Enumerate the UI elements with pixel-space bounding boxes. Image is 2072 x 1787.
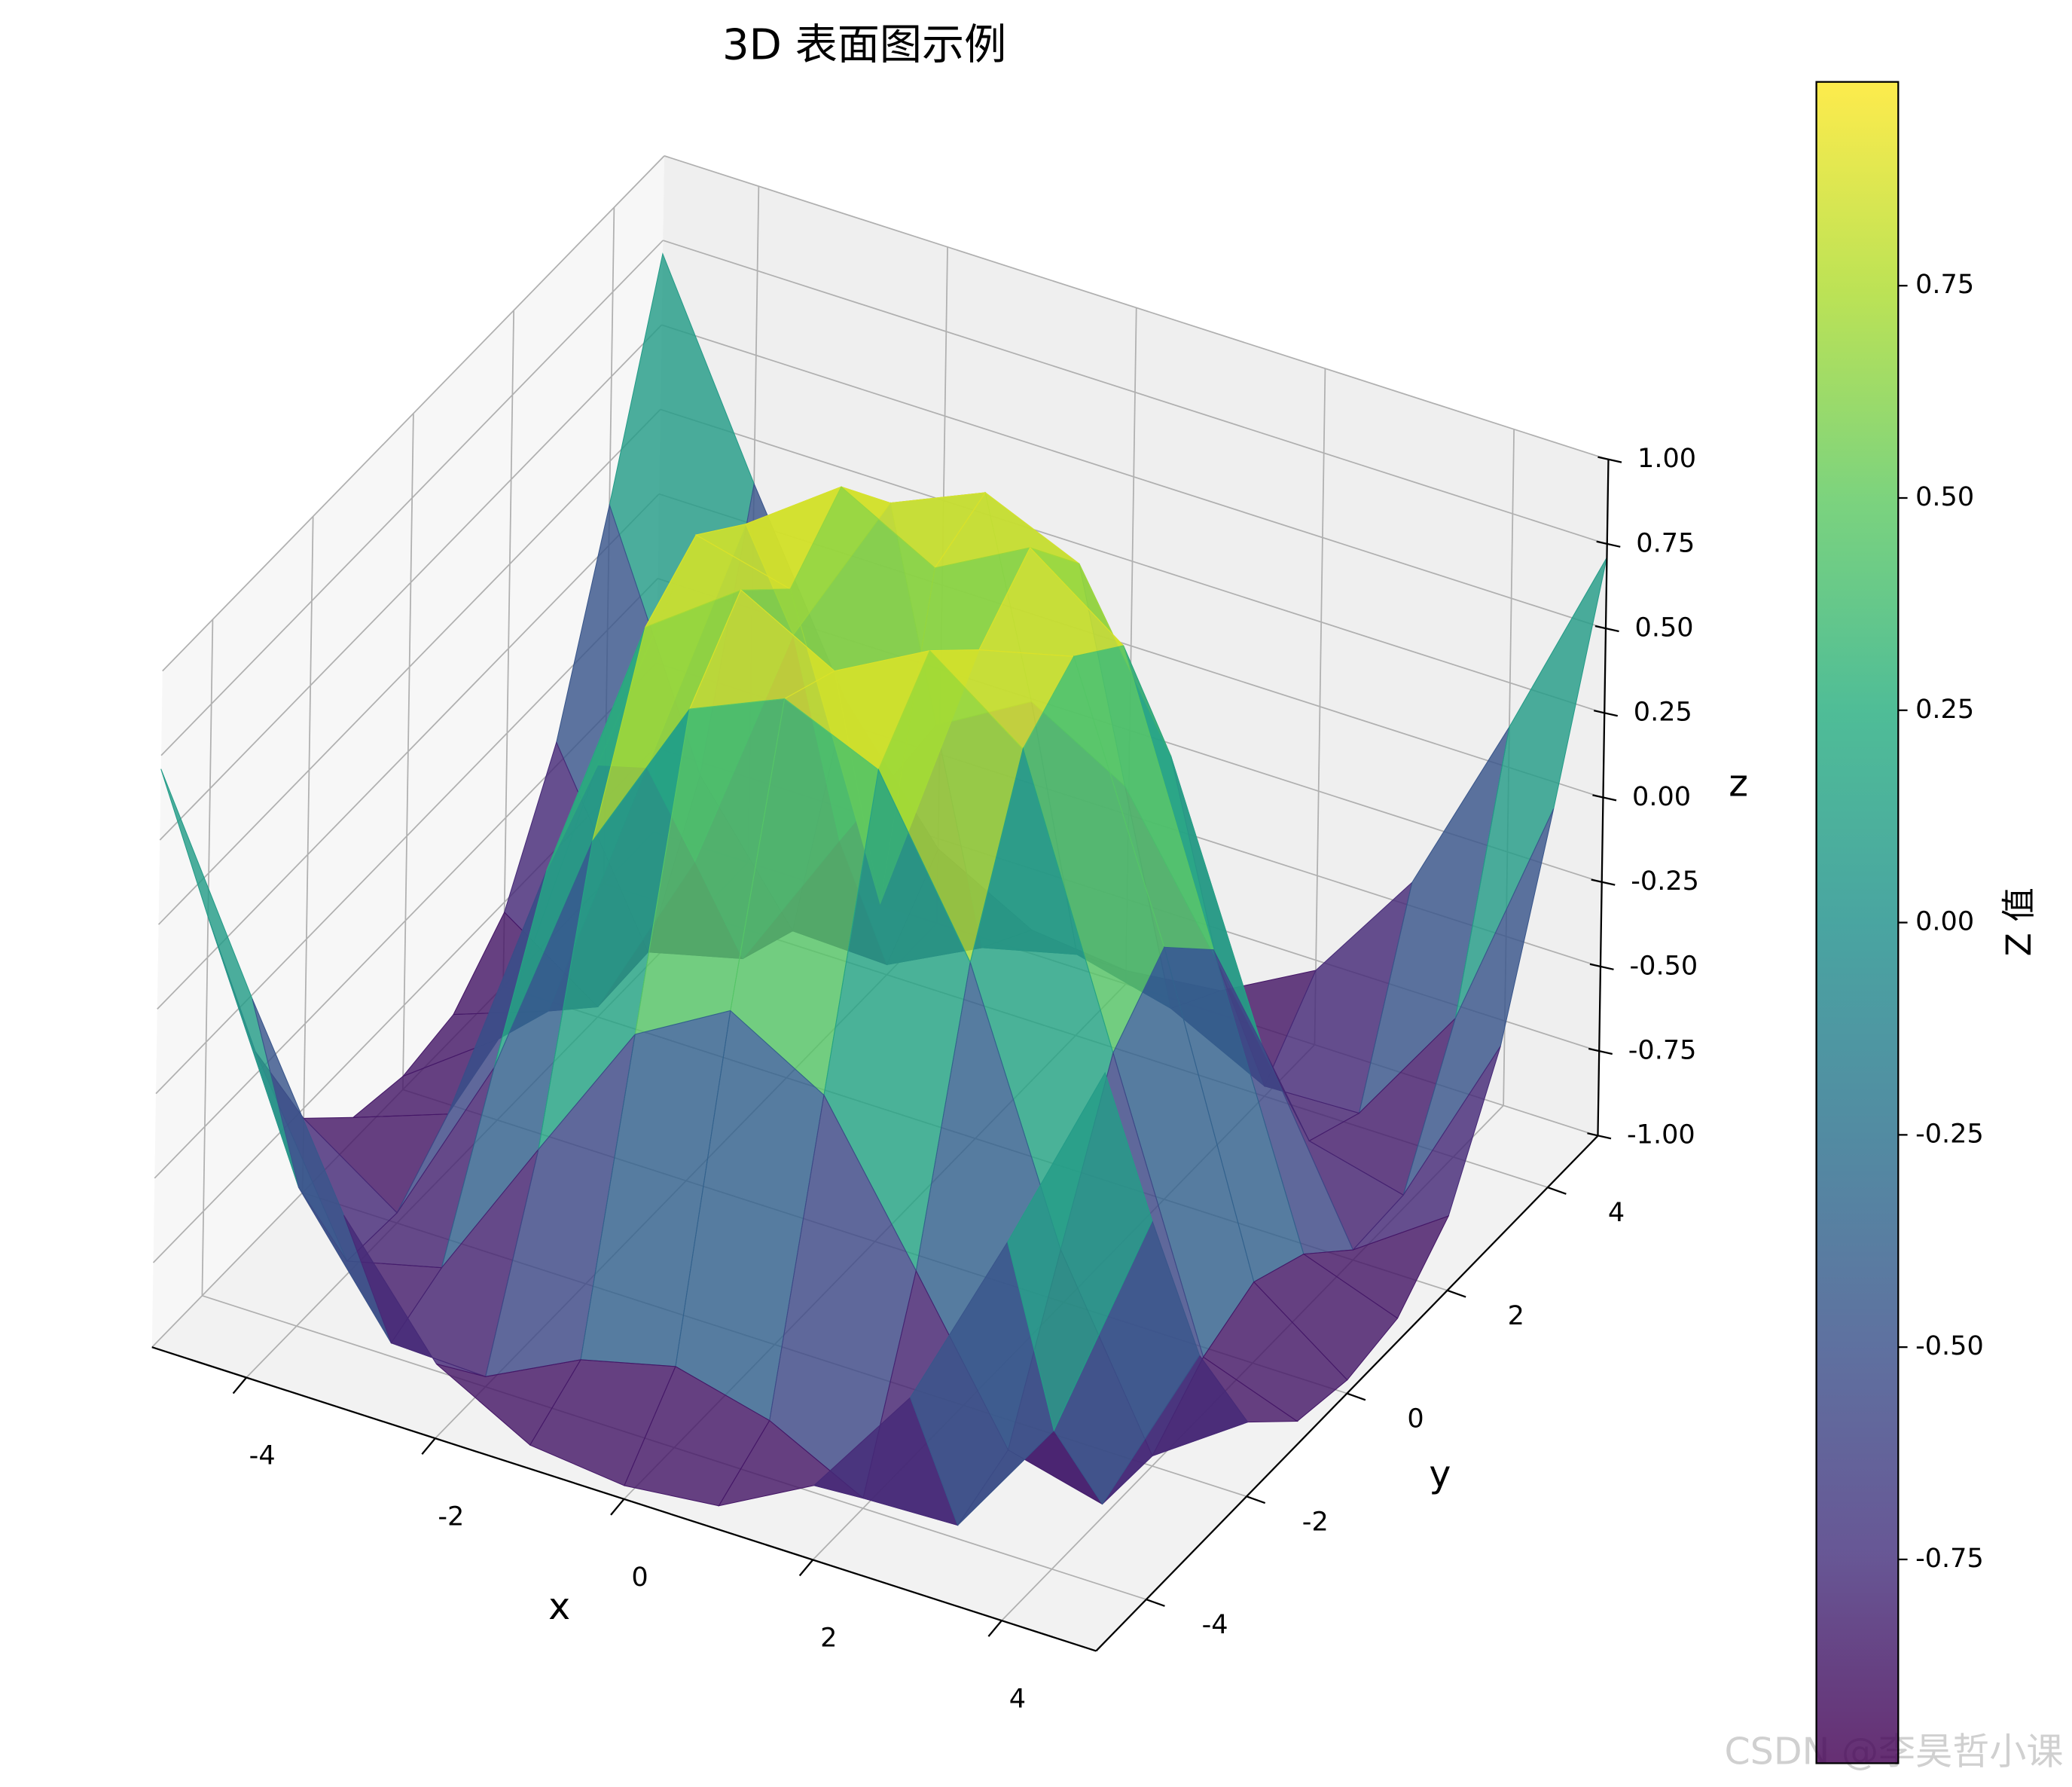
z-axis-label: z [1729,762,1748,805]
z-tick-label: -0.25 [1631,866,1699,897]
z-tick [1597,456,1622,463]
y-axis-label: y [1429,1453,1451,1496]
colorbar-tick-label: -0.75 [1915,1543,1984,1574]
z-tick [1587,1132,1612,1140]
y-tick [1146,1598,1165,1607]
colorbar-tick-label: 0.00 [1915,906,1974,937]
colorbar [1815,81,1900,1764]
y-tick [1447,1289,1466,1298]
z-tick [1591,878,1616,886]
grid-line [664,155,1609,460]
colorbar-label: Z 值 [1999,887,2039,956]
colorbar-tick-label: -0.50 [1915,1330,1984,1361]
z-tick-label: -0.75 [1628,1035,1697,1066]
z-tick [1594,625,1619,633]
x-tick-label: 4 [1009,1683,1026,1714]
grid-line [660,408,1605,714]
y-axis-line [1095,1135,1599,1652]
grid-line [157,493,660,1010]
y-tick [1246,1495,1266,1504]
z-tick-label: 0.50 [1635,612,1694,643]
z-tick [1589,963,1614,970]
z-tick-label: 1.00 [1637,443,1696,474]
x-tick [421,1437,436,1455]
z-axis-line [1597,460,1610,1136]
x-tick [987,1620,1002,1637]
x-tick-label: 2 [820,1623,837,1654]
x-tick [798,1559,814,1577]
z-tick [1588,1047,1613,1055]
grid-line [162,155,665,672]
grid-line [661,324,1607,630]
y-tick-label: 2 [1508,1300,1524,1331]
y-tick-label: -4 [1202,1609,1228,1640]
z-tick-label: 0.00 [1632,781,1691,812]
z-tick-label: -0.50 [1630,950,1698,981]
x-axis-line [151,1346,1097,1652]
x-tick-label: 0 [631,1562,648,1593]
z-tick [1592,794,1617,802]
y-tick-label: -2 [1302,1506,1329,1537]
y-tick-label: 4 [1608,1197,1625,1228]
grid-line [662,240,1608,545]
y-tick [1346,1392,1366,1401]
surface-patch [1007,1071,1153,1432]
y-tick-label: 0 [1407,1404,1424,1434]
grid-line [159,324,663,841]
z-tick-label: 0.75 [1636,527,1695,558]
colorbar-tick-label: 0.25 [1915,694,1974,725]
colorbar-tick-label: -0.25 [1915,1118,1984,1149]
colorbar-tick-label: 0.75 [1915,269,1974,300]
grid-line [160,240,664,756]
axes: -4 -2 0 2 4 -4 -2 0 2 4 -1.00 -0.75 -0.50 -0.25 0.00 0.… [151,443,1699,1714]
surface [160,252,1607,1526]
z-tick-label: -1.00 [1627,1120,1695,1150]
chart-title: 3D 表面图示例 [722,21,1006,70]
x-axis-label: x [548,1584,570,1628]
x-tick [232,1376,247,1394]
z-tick [1593,710,1619,717]
colorbar-tick-label: 0.50 [1915,481,1974,512]
x-tick-label: -4 [249,1440,276,1471]
grid-line [157,408,661,925]
z-tick [1596,540,1621,548]
x-tick-label: -2 [438,1501,464,1532]
x-tick [610,1498,625,1516]
y-tick [1547,1187,1567,1195]
z-tick-label: 0.25 [1634,697,1692,728]
